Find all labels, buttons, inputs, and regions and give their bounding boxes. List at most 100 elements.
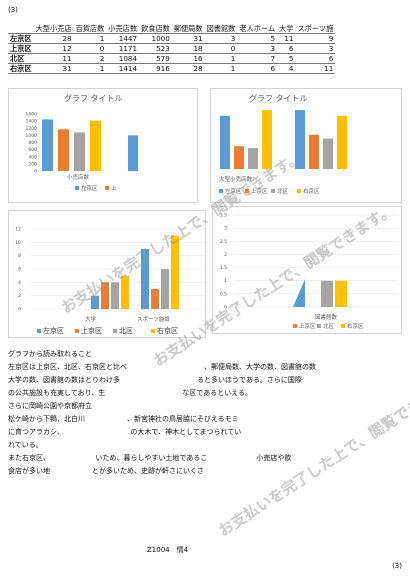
- chart-1-tick-label: 600: [28, 147, 37, 153]
- table-cell: 3: [270, 44, 276, 53]
- body-text-line: 大学の数、図書館の数はとりわけ多 ると多いほうである。さらに国際: [8, 376, 302, 384]
- table-row-header: 左京区: [10, 34, 32, 43]
- chart-4-tick-label: 1.5: [220, 265, 227, 271]
- table-header-cell: 郵便局数: [173, 24, 203, 33]
- table-cell: 0: [230, 44, 236, 53]
- table-cell: 1414: [118, 64, 138, 73]
- table-header-cell: 大学: [279, 24, 294, 33]
- chart-3-legend-label: 右京区: [157, 326, 178, 335]
- table-cell: 1000: [151, 34, 170, 43]
- chart-3-bar: [161, 269, 169, 309]
- chart-3-legend-label: 北区: [119, 327, 133, 335]
- chart-2-bar: [337, 115, 347, 169]
- table-cell: 5: [270, 34, 276, 43]
- chart-4-legend-swatch: [293, 324, 297, 328]
- chart-2-bar: [234, 146, 244, 169]
- table-cell: 0: [99, 44, 105, 53]
- table-cell: 6: [270, 64, 276, 73]
- chart-4-legend-label: 右京区: [347, 322, 364, 330]
- chart-2-legend-swatch: [297, 189, 301, 193]
- chart-4-legend-label: 上京区: [299, 322, 316, 330]
- chart-3-bar: [121, 275, 129, 309]
- chart-4-tick-label: 1: [224, 278, 227, 284]
- chart-3: 0 2 4 6 8 10 12 大学 スポーツ施設 左京区 上京区 北区 右京区: [8, 210, 206, 338]
- table-cell: 12: [62, 44, 72, 53]
- table-cell: 1084: [118, 54, 138, 63]
- table-row: 北区 11 2 1084 579 16 1 7 5 6: [8, 54, 336, 64]
- chart-4-bar: [335, 280, 347, 307]
- chart-4-bar: [321, 280, 333, 307]
- table-header-cell: 老人ホーム: [239, 24, 276, 33]
- chart-2-bar: [262, 110, 272, 169]
- chart-2-legend-label: 上京区: [251, 187, 268, 195]
- table-cell: 916: [156, 64, 170, 73]
- chart-1-tick-label: 1200: [26, 126, 38, 132]
- table-cell: 11: [324, 64, 334, 73]
- table-cell: 31: [62, 64, 72, 73]
- body-text-line: の公共施設も充実しており、生 な区であるといえる。: [8, 389, 253, 397]
- chart-4-category-label: 図書館数: [315, 313, 338, 321]
- chart-1-tick-label: 800: [28, 140, 37, 146]
- table-row: 左京区 28 1 1447 1000 31 3 5 11 9: [8, 34, 336, 44]
- table-cell: 1171: [118, 44, 138, 53]
- chart-1-tick-label: 1600: [26, 112, 38, 118]
- chart-4-legend-swatch: [341, 324, 345, 328]
- chart-2-bar: [309, 134, 319, 169]
- body-text-line: グラフから読み取れること: [8, 350, 92, 358]
- chart-2-category-label: 大型小売店数: [219, 175, 253, 183]
- table-header-cell: 飲食店数: [141, 24, 170, 33]
- chart-2-legend-swatch: [245, 189, 249, 193]
- chart-2-svg: グラフ タイトル 大型小売店数 左京区 上京区 北区 右京区: [219, 93, 347, 195]
- chart-4-legend-swatch: [317, 324, 321, 328]
- table-header-cell: スポーツ施: [297, 24, 334, 33]
- table-cell: 1447: [118, 34, 138, 43]
- table-cell: 28: [193, 64, 203, 73]
- chart-4: 0 0.5 1 1.5 2 2.5 3 3.5 図書館数 上京区 北区 右京区: [212, 206, 402, 334]
- chart-1-tick-label: 200: [28, 161, 37, 167]
- chart-4-tick-label: 3: [224, 226, 227, 232]
- chart-4-bar: [293, 279, 305, 307]
- table-cell: 579: [156, 54, 170, 63]
- chart-3-bar: [151, 289, 159, 309]
- chart-3-bar: [141, 249, 149, 309]
- chart-2-bar: [220, 115, 230, 169]
- chart-4-legend-label: 北区: [323, 322, 335, 330]
- chart-3-tick-label: 4: [18, 280, 21, 286]
- chart-3-tick-label: 2: [18, 293, 21, 299]
- chart-1-tick-label: 1000: [26, 133, 38, 139]
- table-cell: 4: [288, 64, 294, 73]
- body-text-line: れている。: [8, 441, 43, 449]
- table-cell: 1: [99, 34, 105, 43]
- chart-2-legend-swatch: [219, 189, 223, 193]
- chart-3-legend-swatch: [151, 329, 155, 333]
- table-cell: 1: [99, 64, 105, 73]
- table-row-header: 上京区: [10, 44, 32, 53]
- page-number-bottom: (3): [392, 562, 402, 570]
- chart-4-tick-label: 2.5: [220, 239, 227, 245]
- chart-4-tick-label: 3.5: [220, 213, 227, 219]
- body-text-line: に育つアラカシ、 の大木で、神木としてまつられてい: [8, 428, 242, 436]
- chart-3-legend-swatch: [75, 329, 79, 333]
- body-text-line: 左京区は上京区、北区、右京区と比べ 、郵便局数、大学の数、図書館の数: [8, 363, 316, 371]
- table-header-row: 大型小売店 百貨店数 小売店数 飲食店数 郵便局数 図書館数 老人ホーム 大学 スポーツ施: [8, 24, 336, 34]
- chart-3-tick-label: 10: [15, 240, 21, 246]
- table-header-cell: [8, 24, 34, 34]
- chart-3-bar: [91, 295, 99, 309]
- chart-1-tick-label: 400: [28, 154, 37, 160]
- table-row-header: 北区: [10, 54, 25, 63]
- chart-1: グラフ タイトル 0 200 400 600 800 1000 1200 1400 1600 小…: [8, 88, 198, 203]
- table-cell: 28: [62, 34, 72, 43]
- table-header-cell: 百貨店数: [75, 24, 105, 33]
- chart-1-legend-label: 左京区: [81, 184, 98, 192]
- table-cell: 1: [230, 54, 236, 63]
- chart-3-svg: 0 2 4 6 8 10 12 大学 スポーツ施設 左京区 上京区 北区 右京区: [15, 227, 205, 335]
- chart-2-legend-label: 右京区: [303, 187, 320, 195]
- chart-3-legend-label: 左京区: [43, 326, 64, 335]
- chart-4-tick-label: 0: [224, 305, 227, 311]
- body-text-line: また右京区、 いため、暮らしやすい土地であるこ 小売店や飲: [8, 454, 292, 462]
- chart-1-title: グラフ タイトル: [64, 93, 123, 103]
- chart-3-legend-swatch: [113, 329, 117, 333]
- table-cell: 18: [193, 44, 203, 53]
- table-cell: 3: [328, 44, 334, 53]
